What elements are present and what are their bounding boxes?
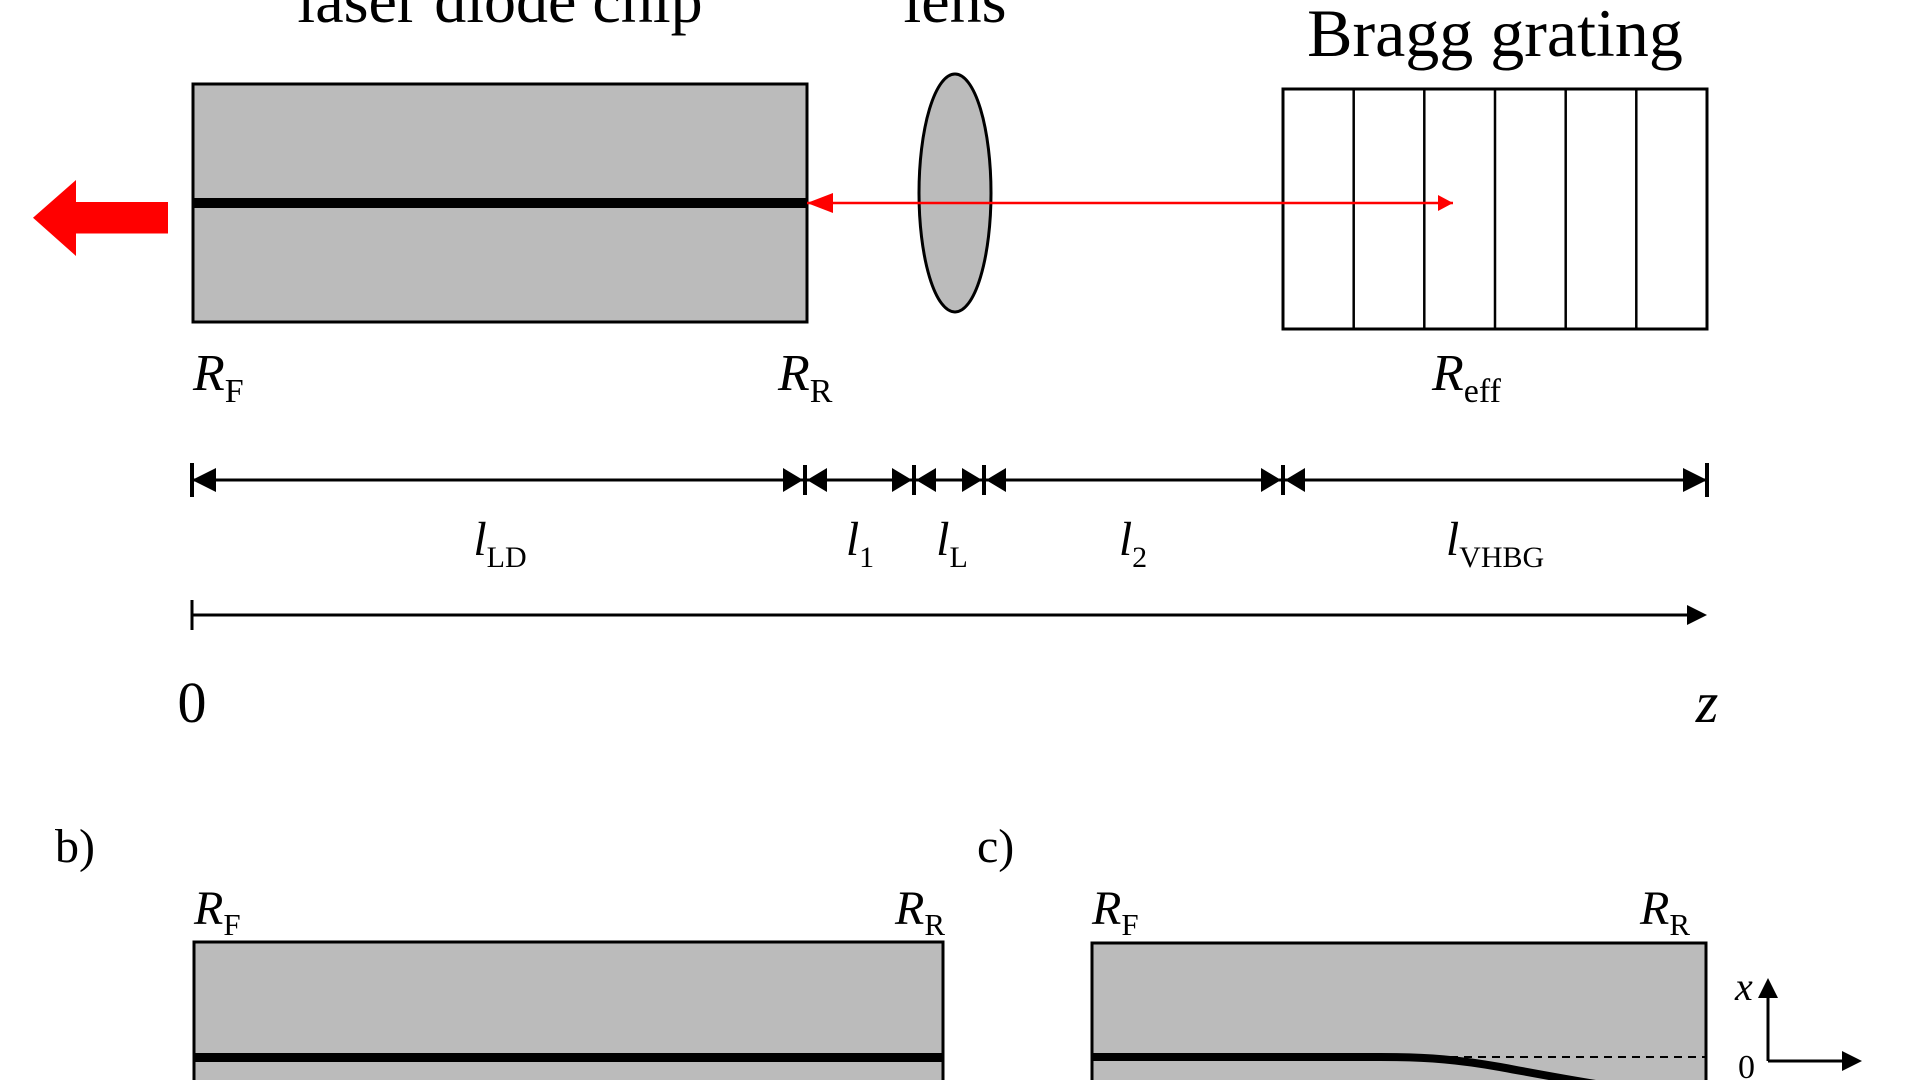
- svg-text:RR: RR: [777, 345, 833, 410]
- svg-text:0: 0: [1738, 1049, 1755, 1080]
- svg-text:lLD: lLD: [473, 513, 526, 574]
- svg-text:b): b): [55, 820, 95, 873]
- svg-text:Reff: Reff: [1431, 345, 1502, 410]
- svg-text:RF: RF: [1091, 882, 1139, 942]
- svg-text:l1: l1: [846, 513, 874, 574]
- svg-text:x: x: [1734, 964, 1753, 1009]
- svg-text:laser diode chip: laser diode chip: [297, 0, 702, 36]
- svg-text:lVHBG: lVHBG: [1446, 513, 1544, 574]
- svg-text:Bragg grating: Bragg grating: [1307, 0, 1683, 71]
- svg-text:lL: lL: [936, 513, 968, 574]
- svg-text:l2: l2: [1119, 513, 1147, 574]
- svg-text:lens: lens: [903, 0, 1006, 36]
- svg-text:c): c): [977, 820, 1014, 873]
- svg-text:z: z: [1695, 670, 1719, 735]
- svg-text:0: 0: [178, 670, 207, 735]
- svg-text:RF: RF: [193, 882, 241, 942]
- svg-text:RR: RR: [1639, 882, 1690, 942]
- svg-text:RF: RF: [192, 345, 244, 410]
- svg-text:RR: RR: [894, 882, 945, 942]
